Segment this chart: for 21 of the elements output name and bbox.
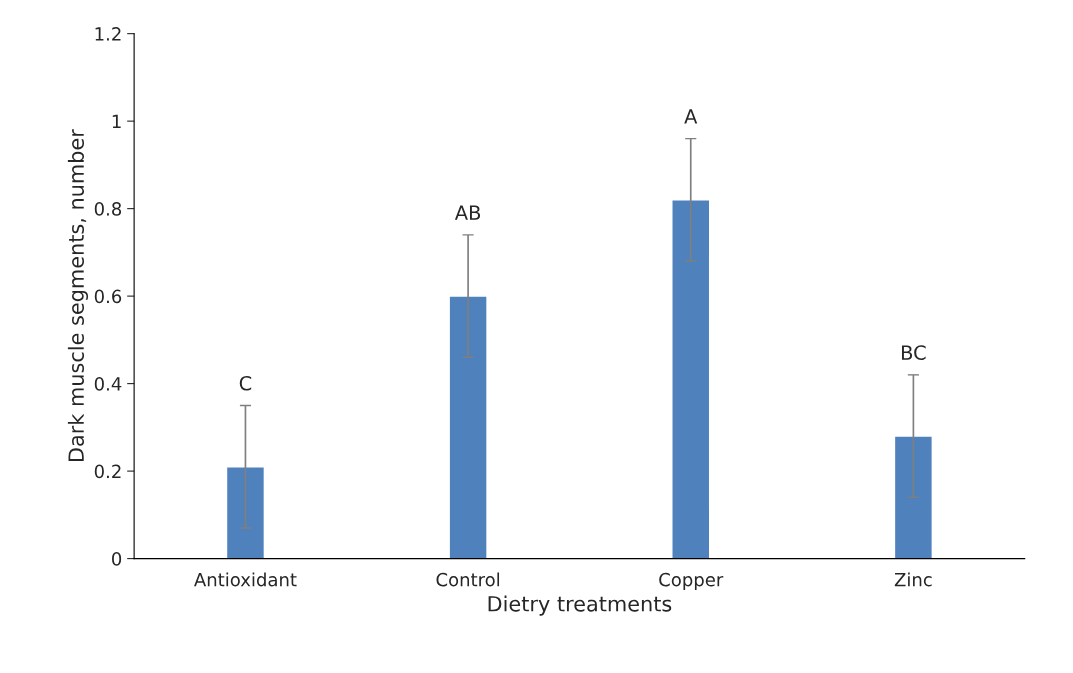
y-tick-label: 0 [112, 552, 122, 566]
y-tick-label: 1.2 [95, 27, 121, 41]
bar [893, 435, 934, 559]
annotation: C [239, 375, 252, 391]
bar [225, 466, 266, 559]
bar [448, 295, 488, 559]
bar [671, 199, 711, 559]
annotation: A [684, 109, 698, 124]
x-tick-label: Copper [659, 572, 724, 590]
x-tick-label: Antioxidant [194, 572, 297, 587]
annotation: AB [454, 205, 481, 220]
x-tick-label: Zinc [894, 572, 932, 587]
x-axis-title: Dietry treatments [488, 595, 672, 616]
x-tick-label: Control [436, 572, 500, 587]
y-tick-label: 0.8 [94, 202, 122, 216]
y-axis-title: Dark muscle segments, number [67, 129, 89, 462]
y-tick-label: 0.6 [94, 289, 122, 304]
y-tick-label: 0.2 [94, 464, 121, 479]
y-tick-label: 0.4 [94, 377, 122, 391]
annotation: BC [902, 345, 926, 360]
y-tick-label: 1 [112, 114, 121, 128]
